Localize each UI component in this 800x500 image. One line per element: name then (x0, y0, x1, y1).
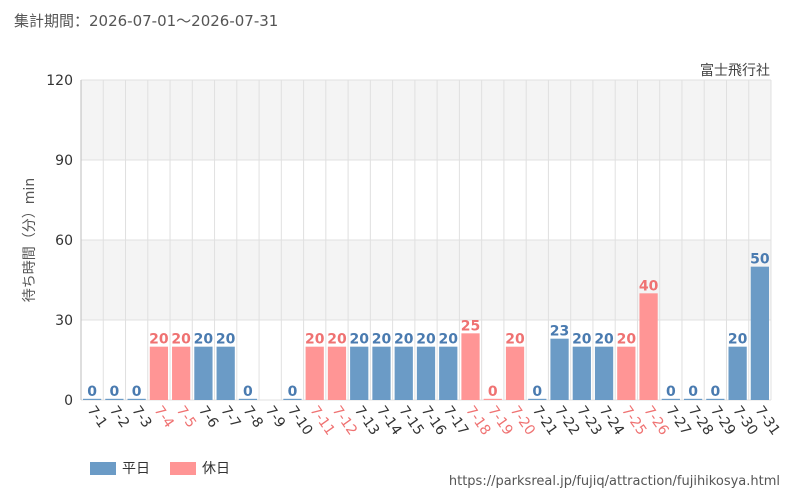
data-label: 20 (594, 332, 614, 348)
data-label: 0 (488, 384, 498, 400)
legend-holiday-label: 休日 (202, 461, 230, 477)
x-tick-label: 7-4 (151, 403, 177, 431)
data-label: 20 (149, 332, 169, 348)
plot-band (81, 240, 771, 320)
x-tick-label: 7-9 (262, 403, 288, 431)
bar (416, 346, 436, 400)
x-tick-label: 7-2 (106, 403, 132, 431)
bar (350, 346, 369, 400)
y-tick-label: 120 (46, 73, 73, 89)
bar (639, 293, 658, 400)
data-label: 0 (532, 384, 542, 400)
bar (439, 346, 458, 400)
bar (394, 346, 413, 400)
data-label: 0 (87, 384, 97, 400)
bar (283, 398, 302, 400)
x-tick-label: 7-8 (240, 403, 266, 431)
bar (327, 346, 347, 400)
data-label: 23 (550, 324, 569, 340)
data-label: 20 (349, 332, 369, 348)
period-label: 集計期間：2026-07-01〜2026-07-31 (14, 12, 279, 30)
data-label: 20 (394, 332, 414, 348)
x-tick-label: 7-1 (84, 403, 110, 431)
bar (683, 398, 703, 400)
bar (750, 266, 769, 400)
data-label: 25 (461, 318, 480, 334)
bar (617, 346, 636, 400)
data-label: 20 (439, 332, 459, 348)
data-label: 20 (327, 332, 347, 348)
y-tick-label: 60 (55, 233, 73, 249)
legend-holiday: 休日 (170, 458, 230, 478)
bar (572, 346, 591, 400)
data-label: 20 (372, 332, 392, 348)
data-label: 0 (688, 384, 698, 400)
data-label: 20 (505, 332, 525, 348)
data-label: 0 (243, 384, 253, 400)
grid-lines (80, 79, 772, 401)
data-label: 0 (110, 384, 120, 400)
bar (194, 346, 213, 400)
plot-band (81, 80, 771, 160)
bar (528, 398, 547, 400)
data-label: 0 (666, 384, 676, 400)
x-tick-label: 7-31 (752, 403, 783, 438)
bar (706, 398, 725, 400)
bar (550, 338, 569, 400)
x-tick-label: 7-5 (173, 403, 199, 431)
legend-weekday-swatch (90, 461, 116, 475)
x-tick-label: 7-3 (128, 403, 154, 431)
x-tick-label: 7-7 (217, 403, 243, 431)
plot-band (81, 160, 771, 240)
bar (238, 398, 258, 400)
bar (505, 346, 525, 400)
bars (83, 266, 769, 400)
bar (461, 333, 480, 400)
bar (483, 398, 502, 400)
data-label: 20 (216, 332, 236, 348)
legend-weekday-label: 平日 (122, 461, 150, 477)
data-label: 20 (617, 332, 637, 348)
data-label: 20 (416, 332, 436, 348)
bar (305, 346, 324, 400)
attraction-name: 富士飛行社 (700, 63, 770, 79)
bar (594, 346, 614, 400)
data-label: 20 (171, 332, 191, 348)
data-label: 50 (750, 252, 770, 268)
y-tick-label: 90 (55, 153, 73, 169)
legend-weekday: 平日 (90, 458, 150, 478)
data-label: 20 (194, 332, 214, 348)
source-url[interactable]: https://parksreal.jp/fujiq/attraction/fu… (448, 474, 780, 489)
x-tick-labels: 7-17-27-37-47-57-67-77-87-97-107-117-127… (84, 403, 783, 438)
bar (728, 346, 747, 400)
y-axis-label: 待ち時間（分）min (22, 178, 38, 302)
bar (83, 398, 102, 400)
data-label: 20 (572, 332, 592, 348)
bar (372, 346, 391, 400)
y-tick-label: 30 (55, 313, 73, 329)
data-label: 40 (639, 278, 659, 294)
legend-holiday-swatch (170, 461, 196, 475)
bar (127, 398, 146, 400)
bar (172, 346, 191, 400)
data-label: 20 (728, 332, 748, 348)
bar (149, 346, 169, 400)
data-label: 0 (710, 384, 720, 400)
bar (661, 398, 680, 400)
data-label: 0 (132, 384, 142, 400)
bar (105, 398, 124, 400)
data-label: 20 (305, 332, 325, 348)
legend: 平日 休日 (90, 458, 230, 478)
y-tick-label: 0 (64, 393, 73, 409)
data-label: 0 (288, 384, 298, 400)
y-tick-labels: 0 30 60 90 120 (46, 73, 73, 409)
bar (216, 346, 235, 400)
x-tick-label: 7-6 (195, 403, 221, 431)
